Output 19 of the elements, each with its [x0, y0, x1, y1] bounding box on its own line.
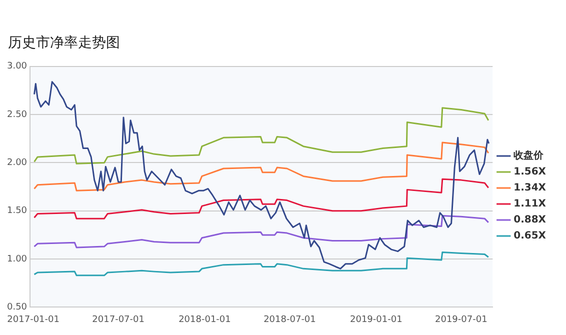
y-tick-label: 2.00 — [6, 158, 28, 168]
legend-label: 0.65X — [514, 230, 546, 242]
x-tick-label: 2018-01-01 — [178, 314, 231, 325]
x-tick-label: 2019-01-01 — [350, 314, 402, 325]
legend-label: 1.34X — [514, 182, 546, 194]
y-tick-label: 3.00 — [6, 62, 28, 72]
x-tick-label: 2017-01-01 — [7, 314, 60, 325]
chart-title: 历史市净率走势图 — [8, 34, 120, 52]
y-tick-label: 1.50 — [6, 206, 28, 216]
legend-label: 收盘价 — [514, 150, 545, 162]
y-tick-label: 0.50 — [6, 302, 28, 313]
y-tick-label: 2.50 — [6, 110, 28, 120]
x-tick-label: 2019-07-01 — [434, 314, 488, 325]
x-tick-label: 2017-07-01 — [92, 314, 144, 325]
y-tick-label: 1.00 — [6, 254, 28, 264]
x-tick-label: 2018-07-01 — [264, 314, 316, 325]
legend-label: 1.11X — [514, 198, 546, 210]
legend-label: 1.56X — [514, 166, 546, 178]
legend-label: 0.88X — [514, 214, 546, 226]
